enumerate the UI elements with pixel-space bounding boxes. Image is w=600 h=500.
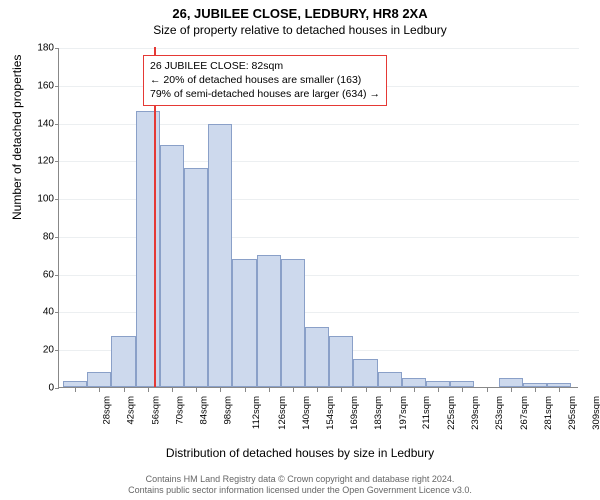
xtick-mark (245, 388, 246, 392)
ytick-mark (55, 199, 59, 200)
histogram-bar (305, 327, 329, 387)
xtick-label: 225sqm (446, 396, 457, 430)
chart-container: 26, JUBILEE CLOSE, LEDBURY, HR8 2XA Size… (0, 0, 600, 500)
xtick-mark (390, 388, 391, 392)
xtick-label: 267sqm (518, 396, 529, 430)
ytick-mark (55, 86, 59, 87)
histogram-bar (499, 378, 523, 387)
xtick-label: 183sqm (373, 396, 384, 430)
ytick-label: 40 (43, 307, 54, 318)
xtick-label: 239sqm (470, 396, 481, 430)
xtick-mark (414, 388, 415, 392)
ytick-label: 60 (43, 269, 54, 280)
ytick-label: 180 (37, 43, 54, 54)
xtick-mark (293, 388, 294, 392)
annotation-line3: 79% of semi-detached houses are larger (… (150, 87, 380, 101)
xtick-mark (487, 388, 488, 392)
ytick-label: 20 (43, 345, 54, 356)
histogram-bar (353, 359, 377, 387)
ytick-label: 100 (37, 194, 54, 205)
footer-line1: Contains HM Land Registry data © Crown c… (0, 474, 600, 485)
histogram-bar (232, 259, 256, 387)
xtick-mark (75, 388, 76, 392)
xtick-mark (511, 388, 512, 392)
xtick-mark (535, 388, 536, 392)
xtick-mark (99, 388, 100, 392)
histogram-bar (426, 381, 450, 387)
ytick-label: 80 (43, 231, 54, 242)
xtick-mark (172, 388, 173, 392)
histogram-bar (257, 255, 281, 387)
xtick-label: 281sqm (543, 396, 554, 430)
xtick-mark (317, 388, 318, 392)
histogram-bar (208, 124, 232, 387)
xtick-label: 154sqm (325, 396, 336, 430)
ytick-mark (55, 124, 59, 125)
histogram-bar (111, 336, 135, 387)
xtick-label: 211sqm (421, 396, 432, 429)
xtick-label: 126sqm (276, 396, 287, 430)
footer-line2: Contains public sector information licen… (0, 485, 600, 496)
xtick-mark (196, 388, 197, 392)
histogram-bar (329, 336, 353, 387)
chart-title: 26, JUBILEE CLOSE, LEDBURY, HR8 2XA (0, 0, 600, 21)
ytick-mark (55, 161, 59, 162)
x-axis-label: Distribution of detached houses by size … (0, 446, 600, 460)
xtick-label: 295sqm (567, 396, 578, 430)
ytick-label: 0 (48, 383, 54, 394)
ytick-mark (55, 388, 59, 389)
histogram-bar (87, 372, 111, 387)
annotation-line2: ← 20% of detached houses are smaller (16… (150, 73, 380, 87)
histogram-bar (160, 145, 184, 387)
xtick-mark (220, 388, 221, 392)
ytick-mark (55, 350, 59, 351)
histogram-bar (450, 381, 474, 387)
histogram-bar (281, 259, 305, 387)
ytick-mark (55, 312, 59, 313)
histogram-bar (63, 381, 87, 387)
footer: Contains HM Land Registry data © Crown c… (0, 474, 600, 496)
ytick-mark (55, 275, 59, 276)
xtick-label: 42sqm (126, 396, 137, 425)
histogram-bar (184, 168, 208, 387)
chart-subtitle: Size of property relative to detached ho… (0, 21, 600, 37)
y-axis-label: Number of detached properties (10, 55, 24, 220)
xtick-label: 70sqm (174, 396, 185, 425)
xtick-label: 28sqm (102, 396, 113, 425)
xtick-label: 169sqm (349, 396, 360, 430)
histogram-bar (402, 378, 426, 387)
xtick-mark (559, 388, 560, 392)
histogram-bar (523, 383, 547, 387)
ytick-mark (55, 48, 59, 49)
ytick-label: 120 (37, 156, 54, 167)
chart-area: 02040608010012014016018028sqm42sqm56sqm7… (58, 48, 578, 418)
xtick-label: 253sqm (494, 396, 505, 430)
xtick-mark (148, 388, 149, 392)
xtick-mark (269, 388, 270, 392)
annotation-line1: 26 JUBILEE CLOSE: 82sqm (150, 59, 380, 73)
histogram-bar (378, 372, 402, 387)
xtick-mark (462, 388, 463, 392)
histogram-bar (136, 111, 160, 387)
xtick-mark (438, 388, 439, 392)
ytick-label: 140 (37, 118, 54, 129)
xtick-mark (124, 388, 125, 392)
xtick-label: 98sqm (223, 396, 234, 425)
xtick-label: 140sqm (301, 396, 312, 430)
gridline (59, 48, 579, 49)
xtick-label: 56sqm (150, 396, 161, 425)
ytick-mark (55, 237, 59, 238)
xtick-mark (341, 388, 342, 392)
xtick-mark (366, 388, 367, 392)
histogram-bar (547, 383, 571, 387)
ytick-label: 160 (37, 80, 54, 91)
xtick-label: 309sqm (591, 396, 600, 430)
xtick-label: 112sqm (251, 396, 262, 429)
xtick-label: 197sqm (397, 396, 408, 430)
annotation-box: 26 JUBILEE CLOSE: 82sqm ← 20% of detache… (143, 55, 387, 106)
xtick-label: 84sqm (198, 396, 209, 425)
